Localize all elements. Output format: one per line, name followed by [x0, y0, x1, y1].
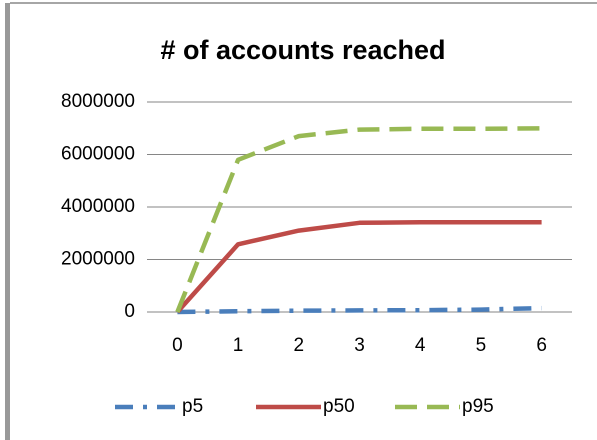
legend-label: p5 — [182, 396, 203, 417]
series-line — [175, 126, 542, 313]
x-tick-label: 1 — [233, 335, 244, 356]
x-tick-label: 2 — [293, 335, 304, 356]
legend-label: p95 — [462, 396, 494, 417]
x-tick-label: 5 — [476, 335, 487, 356]
y-tick-label: 2000000 — [61, 249, 135, 270]
legend-label: p50 — [323, 396, 355, 417]
y-tick-label: 6000000 — [61, 144, 135, 165]
y-tick-label: 0 — [124, 301, 135, 322]
chart-title: # of accounts reached — [160, 35, 445, 65]
series-line — [175, 219, 542, 314]
x-tick-label: 0 — [172, 335, 183, 356]
x-tick-label: 3 — [354, 335, 365, 356]
frame-left — [5, 3, 10, 440]
y-tick-label: 4000000 — [61, 196, 135, 217]
y-tick-label: 8000000 — [61, 91, 135, 112]
x-tick-label: 6 — [536, 335, 547, 356]
series-line — [177, 305, 542, 315]
x-tick-label: 4 — [415, 335, 426, 356]
